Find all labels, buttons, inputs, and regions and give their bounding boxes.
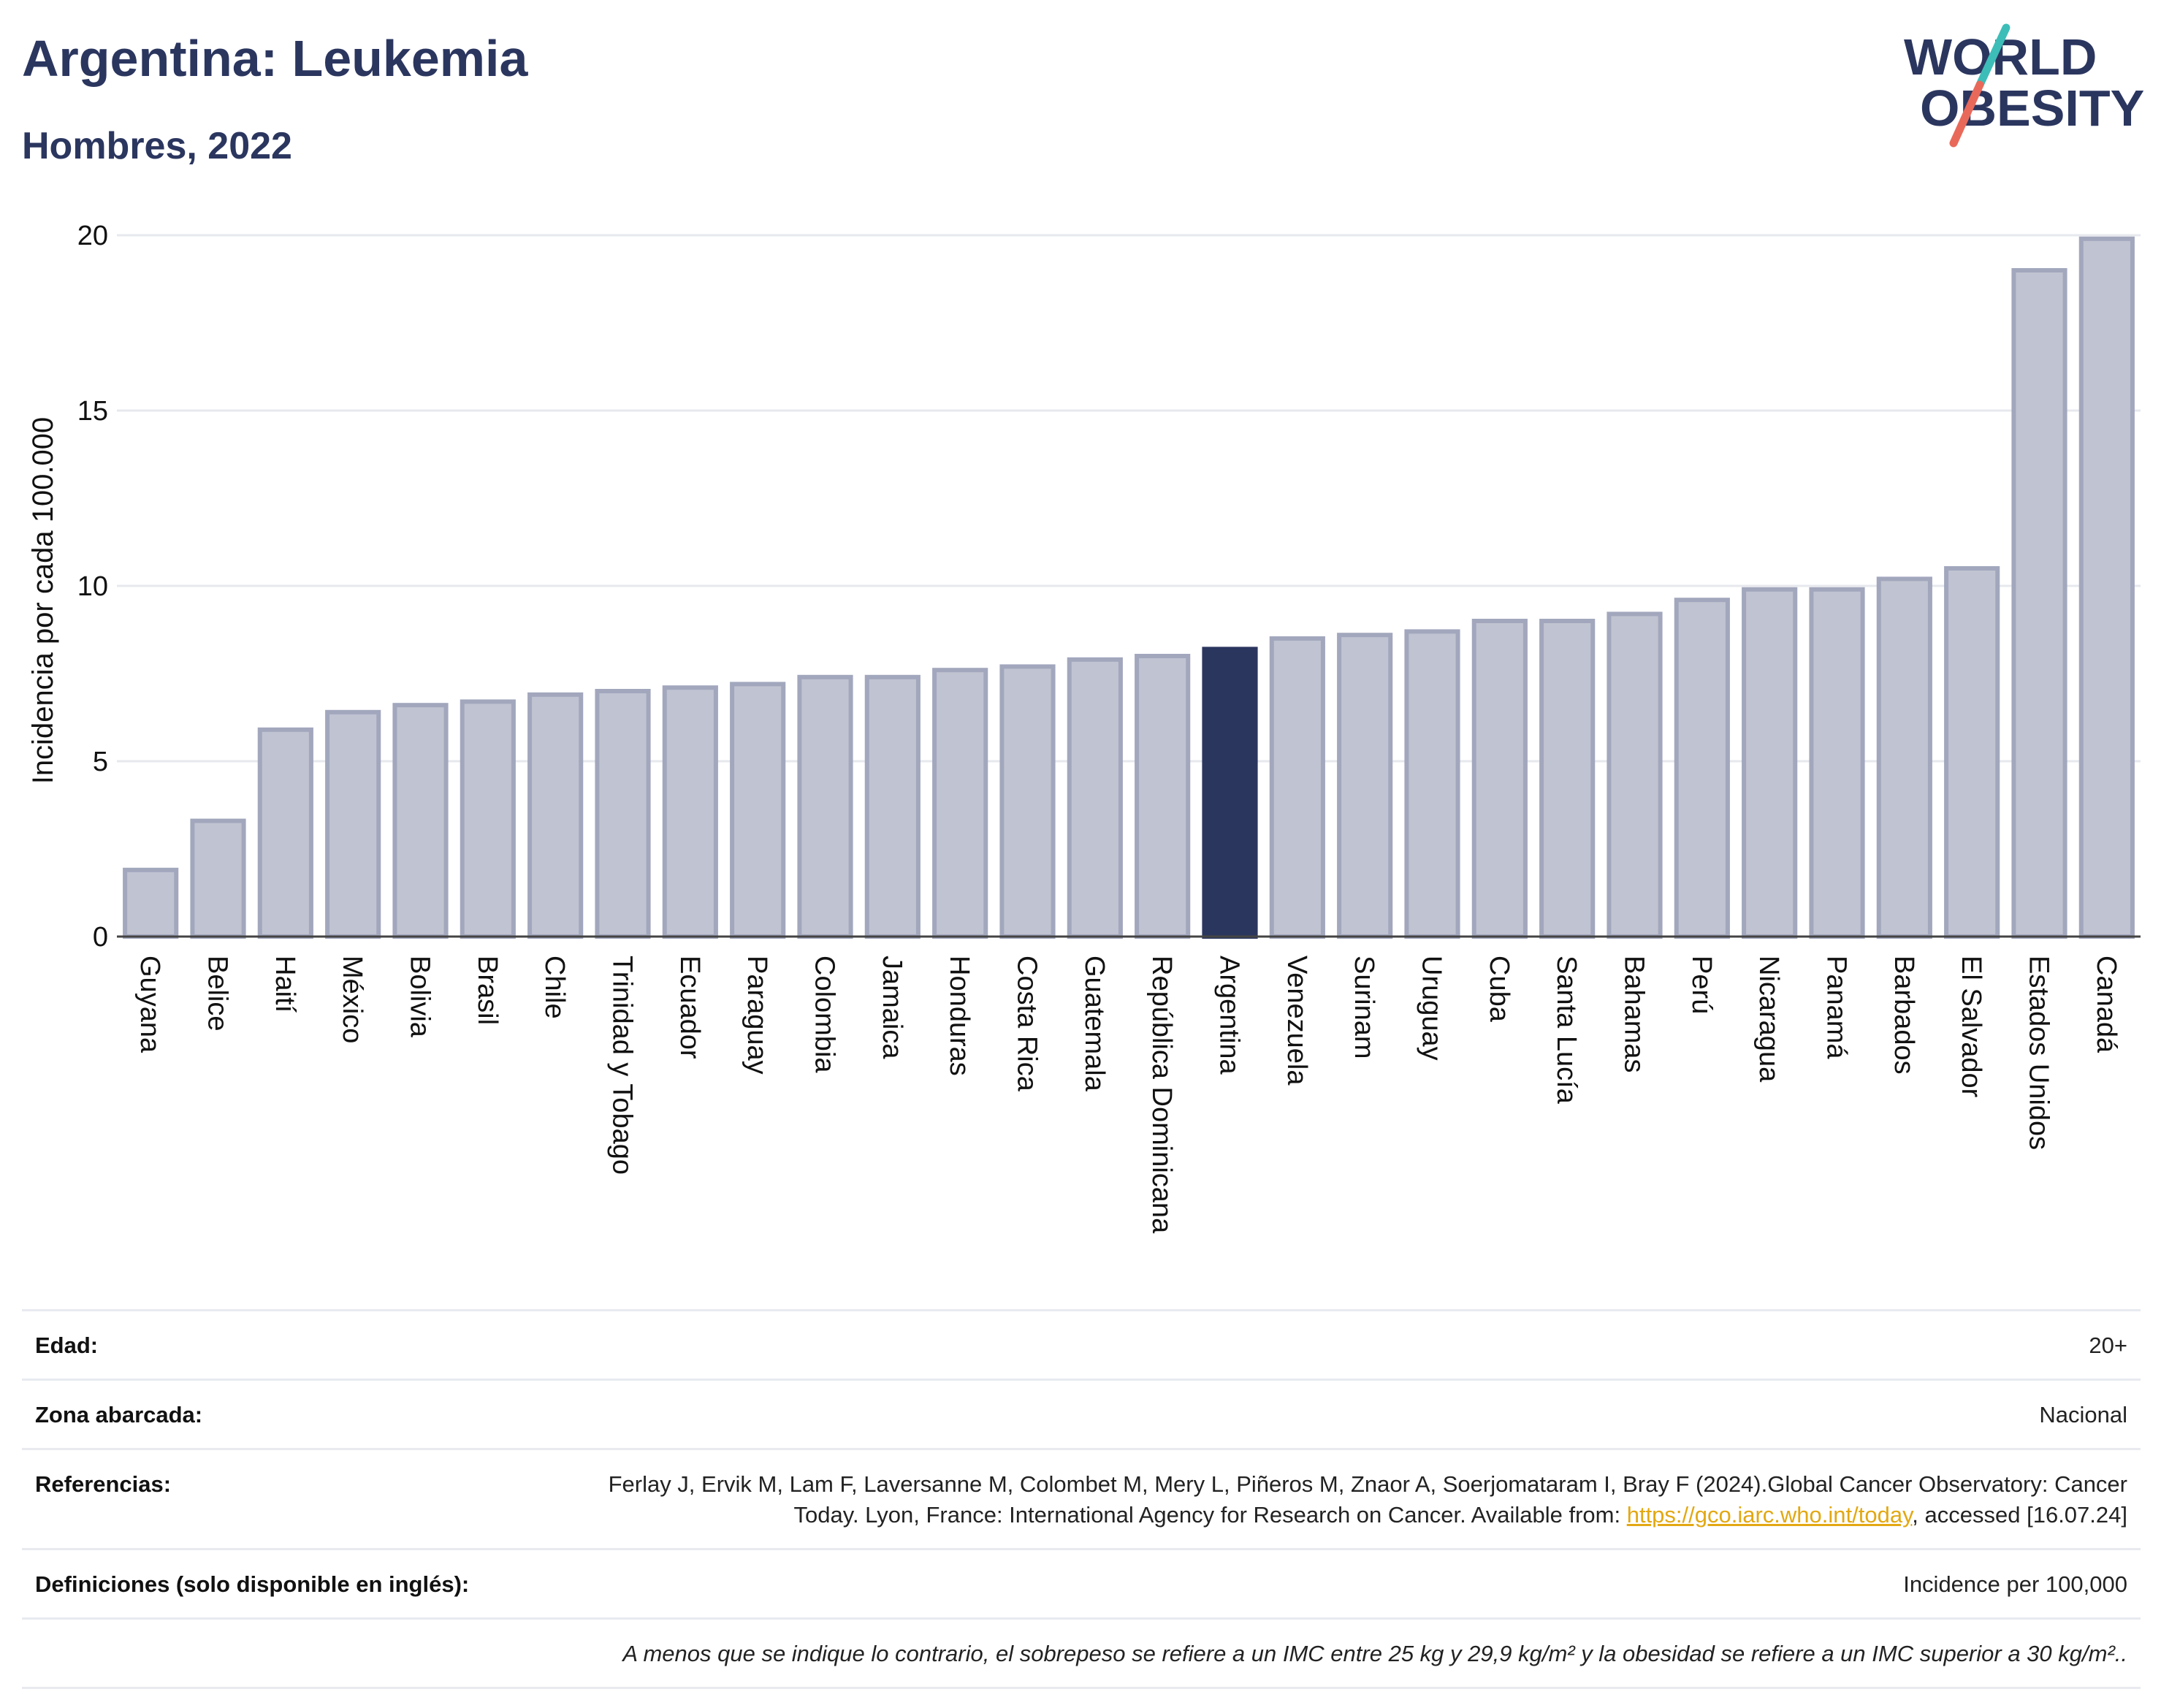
y-tick-label: 0 bbox=[93, 922, 108, 953]
info-row-zone: Zona abarcada: Nacional bbox=[22, 1379, 2141, 1448]
info-row-age: Edad: 20+ bbox=[22, 1309, 2141, 1379]
bar-paraguay bbox=[730, 682, 786, 939]
x-tick-label: Jamaica bbox=[877, 956, 907, 1059]
x-tick-label: Chile bbox=[539, 956, 570, 1019]
bar-ecuador bbox=[662, 685, 718, 939]
page-subtitle: Hombres, 2022 bbox=[22, 125, 292, 167]
zone-label: Zona abarcada: bbox=[35, 1402, 203, 1427]
info-row-references: Referencias: Ferlay J, Ervik M, Lam F, L… bbox=[22, 1448, 2141, 1548]
references-link[interactable]: https://gco.iarc.who.int/today bbox=[1626, 1502, 1913, 1528]
x-tick-label: Trinidad y Tobago bbox=[607, 956, 638, 1175]
bar-cuba bbox=[1471, 619, 1528, 939]
x-tick-label: Guatemala bbox=[1079, 956, 1110, 1092]
info-row-note: A menos que se indique lo contrario, el … bbox=[22, 1617, 2141, 1689]
y-tick-label: 20 bbox=[77, 221, 108, 251]
bar-chile bbox=[527, 692, 584, 939]
logo-slash-teal bbox=[1975, 23, 2011, 89]
bar-chart: 0 5 10 15 20 Guyana Belice Haití México Bolivia B… bbox=[27, 221, 2141, 1234]
zone-value: Nacional bbox=[2039, 1402, 2127, 1427]
bar-brasil bbox=[460, 699, 516, 939]
x-tick-label: Brasil bbox=[472, 956, 503, 1025]
info-row-definitions: Definiciones (solo disponible en inglés)… bbox=[22, 1548, 2141, 1617]
y-tick-label: 5 bbox=[93, 747, 108, 777]
bar-barbados bbox=[1876, 576, 1932, 939]
x-tick-label: Argentina bbox=[1214, 956, 1245, 1075]
bar-argentina bbox=[1202, 647, 1258, 939]
x-tick-label: Canadá bbox=[2091, 956, 2122, 1053]
bar-república-dominicana bbox=[1135, 654, 1191, 939]
bar-el-salvador bbox=[1944, 566, 2000, 939]
definitions-value: Incidence per 100,000 bbox=[1903, 1571, 2127, 1597]
bar-honduras bbox=[932, 668, 988, 939]
x-tick-label: Cuba bbox=[1484, 956, 1514, 1023]
x-tick-label: Barbados bbox=[1889, 956, 1919, 1075]
x-tick-label: Panamá bbox=[1821, 956, 1852, 1059]
x-tick-label: Bahamas bbox=[1619, 956, 1650, 1073]
info-table: Edad: 20+ Zona abarcada: Nacional Refere… bbox=[22, 1309, 2141, 1689]
references-label: Referencias: bbox=[35, 1471, 172, 1497]
x-tick-label: Uruguay bbox=[1417, 956, 1447, 1061]
x-tick-label: República Dominicana bbox=[1146, 956, 1177, 1234]
bar-perú bbox=[1674, 598, 1730, 939]
age-value: 20+ bbox=[2089, 1333, 2127, 1358]
bar-haití bbox=[257, 727, 313, 939]
y-axis-label: Incidencia por cada 100.000 bbox=[27, 417, 59, 785]
bar-estados-unidos bbox=[2011, 268, 2067, 939]
page-title: Argentina: Leukemia bbox=[22, 30, 528, 87]
y-tick-labels: 0 5 10 15 20 bbox=[77, 221, 108, 953]
x-tick-label: Costa Rica bbox=[1012, 956, 1043, 1092]
x-tick-label: Venezuela bbox=[1281, 956, 1312, 1086]
y-tick-label: 15 bbox=[77, 396, 108, 427]
definitions-label: Definiciones (solo disponible en inglés)… bbox=[35, 1571, 470, 1597]
bar-trinidad-y-tobago bbox=[595, 689, 651, 939]
x-tick-label: Santa Lucía bbox=[1551, 956, 1582, 1105]
x-tick-label: Haití bbox=[270, 956, 300, 1013]
bar-canadá bbox=[2078, 236, 2135, 939]
x-tick-label: Surinam bbox=[1349, 956, 1379, 1059]
bar-belice bbox=[190, 818, 246, 939]
x-tick-label: Guyana bbox=[134, 956, 165, 1053]
x-tick-label: Estados Unidos bbox=[2024, 956, 2054, 1150]
x-tick-label: Paraguay bbox=[742, 956, 772, 1075]
x-tick-label: México bbox=[337, 956, 367, 1043]
x-tick-label: Bolivia bbox=[405, 956, 435, 1038]
x-tick-labels: Guyana Belice Haití México Bolivia Brasil Chil… bbox=[134, 956, 2122, 1234]
bar-guyana bbox=[123, 867, 179, 939]
bars bbox=[123, 236, 2135, 939]
bar-surinam bbox=[1337, 633, 1393, 939]
bar-nicaragua bbox=[1742, 587, 1798, 939]
references-text: Ferlay J, Ervik M, Lam F, Laversanne M, … bbox=[608, 1471, 2127, 1528]
x-tick-label: Belice bbox=[202, 956, 233, 1032]
x-tick-label: Nicaragua bbox=[1753, 956, 1784, 1083]
bar-costa-rica bbox=[999, 664, 1056, 939]
x-tick-label: El Salvador bbox=[1956, 956, 1986, 1098]
x-tick-label: Perú bbox=[1686, 956, 1717, 1014]
bar-uruguay bbox=[1404, 629, 1460, 939]
bar-venezuela bbox=[1269, 636, 1325, 939]
world-obesity-logo: WORLD OBESITY bbox=[1904, 23, 2144, 148]
x-tick-label: Ecuador bbox=[674, 956, 705, 1059]
y-tick-label: 10 bbox=[77, 571, 108, 602]
x-tick-label: Honduras bbox=[944, 956, 975, 1076]
age-label: Edad: bbox=[35, 1333, 99, 1358]
logo-slash-red bbox=[1949, 80, 1984, 148]
bar-guatemala bbox=[1067, 657, 1123, 939]
bar-jamaica bbox=[864, 674, 921, 939]
bar-panamá bbox=[1809, 587, 1865, 939]
references-value: Ferlay J, Ervik M, Lam F, Laversanne M, … bbox=[593, 1469, 2127, 1530]
x-tick-label: Colombia bbox=[809, 956, 840, 1073]
references-accessed: , accessed [16.07.24] bbox=[1912, 1502, 2127, 1528]
bar-santa-lucía bbox=[1539, 619, 1596, 939]
bar-bahamas bbox=[1607, 611, 1663, 939]
bar-colombia bbox=[797, 674, 853, 939]
obesity-note: A menos que se indique lo contrario, el … bbox=[622, 1641, 2127, 1666]
bar-bolivia bbox=[392, 703, 449, 939]
bar-méxico bbox=[325, 709, 381, 939]
